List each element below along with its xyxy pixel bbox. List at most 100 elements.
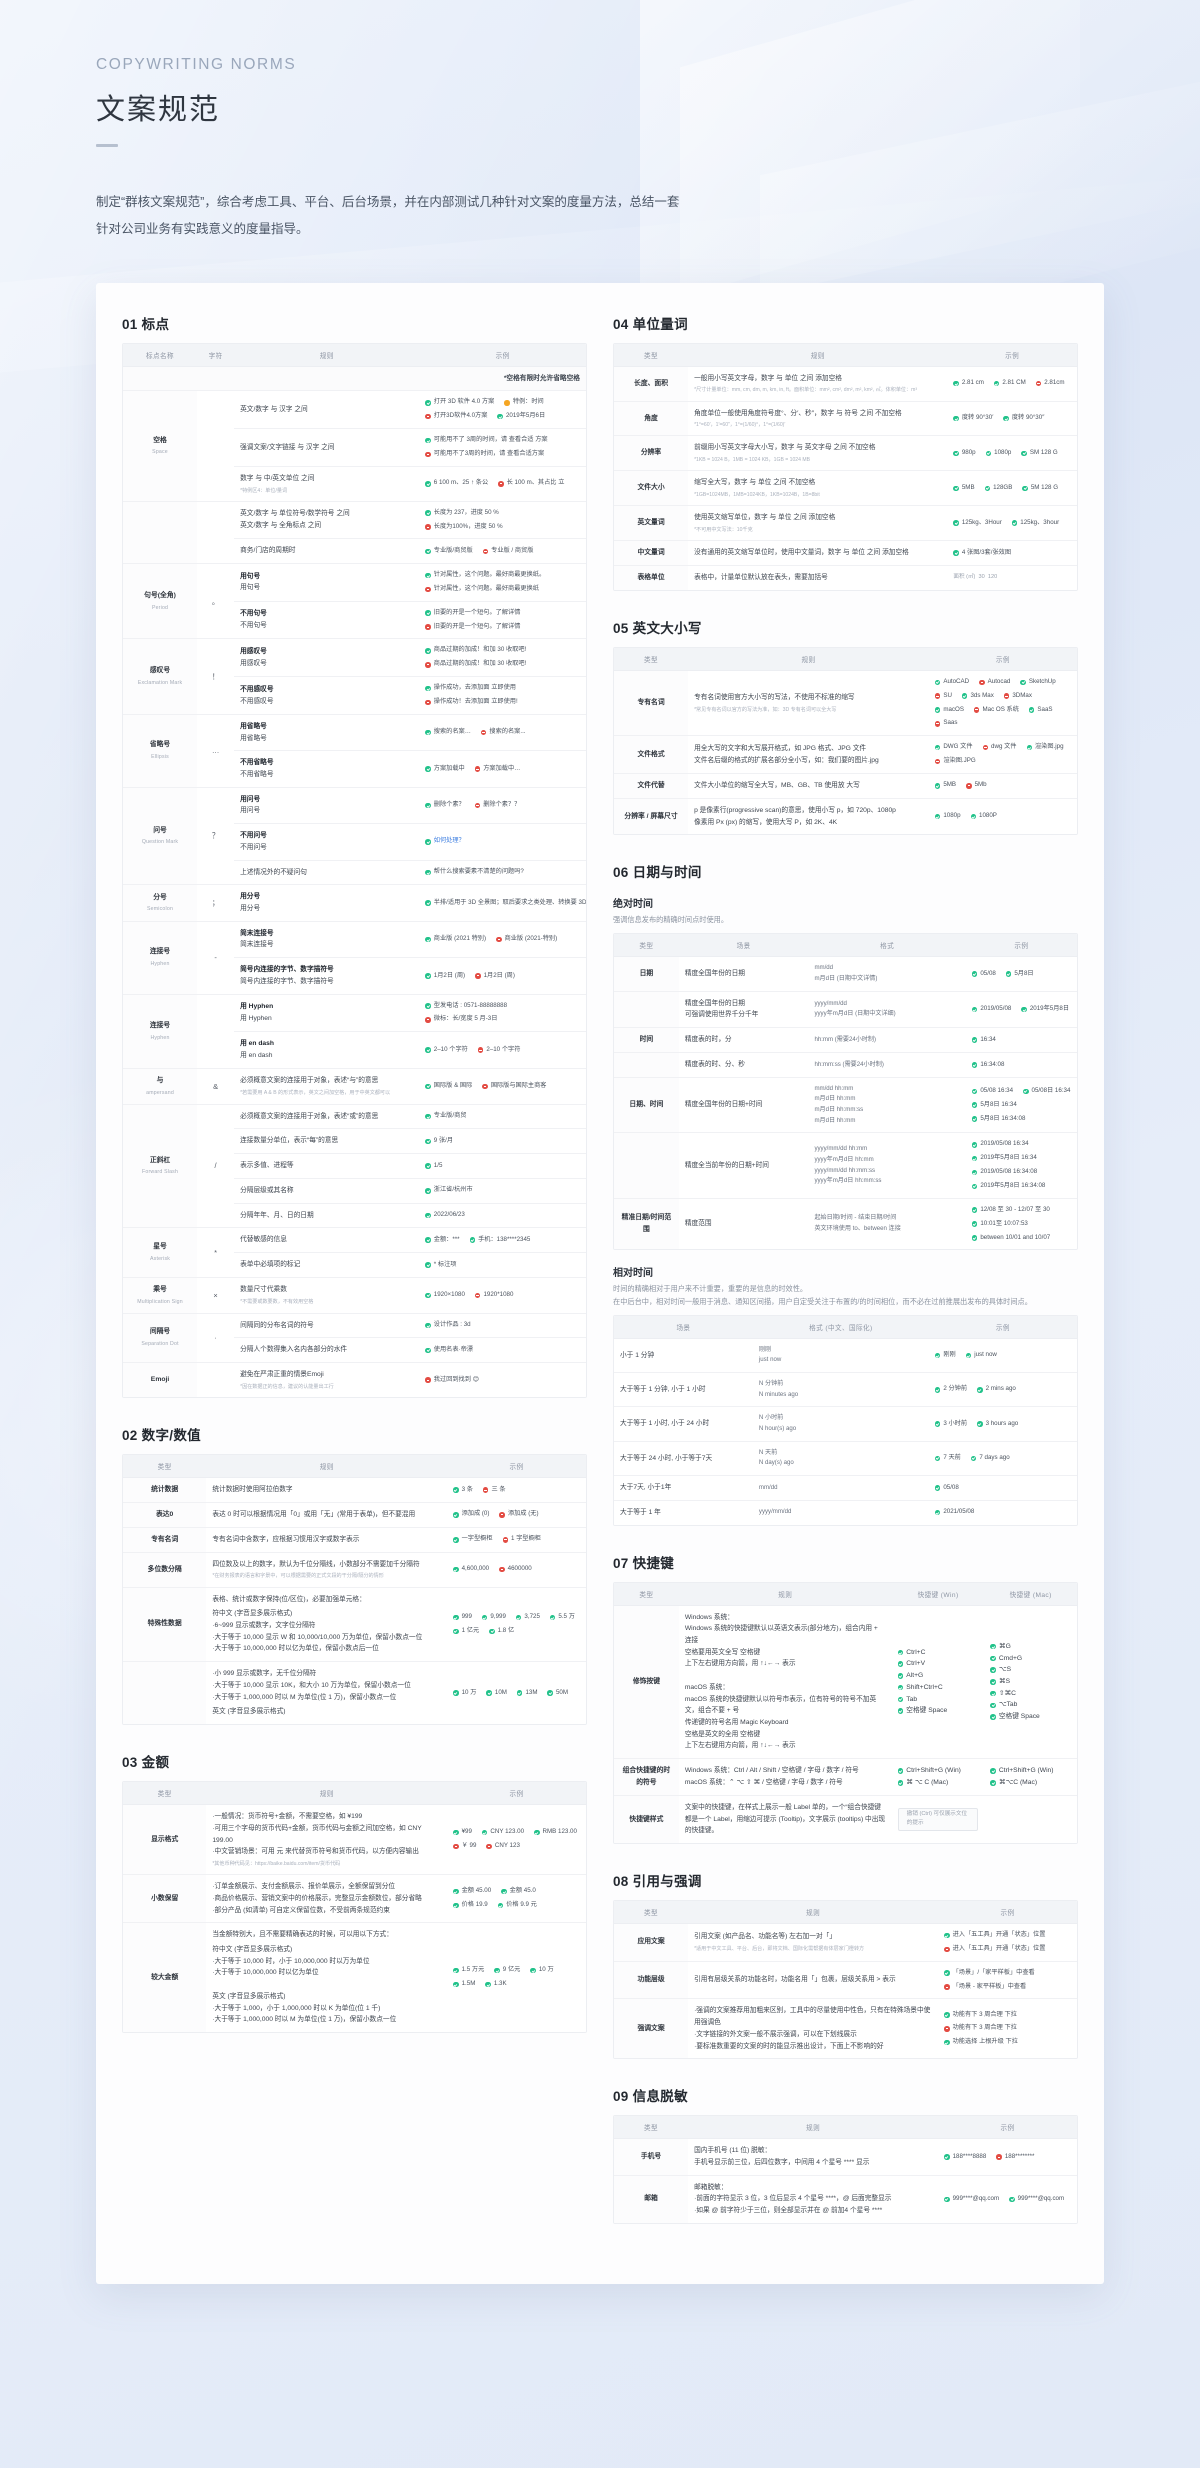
example-item: 1 亿元: [453, 1626, 479, 1637]
table-head-row: 类型 规则 示例: [614, 647, 1077, 671]
status-dot-ok: [497, 413, 503, 420]
shortcut-item: ⌘ ⌥ C (Mac): [897, 1777, 979, 1789]
example-text: CNY 123.00: [490, 1828, 525, 1836]
example-text: 国际版与国际主商客: [490, 1081, 547, 1089]
example-group: 9 张/月: [425, 1136, 580, 1147]
status-dot-ok: [953, 520, 959, 526]
rule-text: 分隔年年、月、日的日期: [240, 1211, 314, 1219]
example-text: 13M: [525, 1688, 538, 1696]
rule-text: 引用有层级关系的功能名时，功能名用「」包裹，层级关系用 > 表示: [694, 1976, 896, 1984]
status-dot-ok: [453, 1537, 459, 1543]
status-dot-ok: [971, 1155, 978, 1162]
table-row: 日期、时间 精度全国年份的日期+时间 mm/dd hh:mm m月d日 hh:mm m月…: [614, 1077, 1077, 1134]
example-text: 度转 90°30″: [1011, 414, 1045, 422]
shortcut-item: 空格键 Space: [990, 1711, 1071, 1723]
rule-note: *适用于中文工具、平台、后台，即将文档、国际化需帮据有体层家门橙转方: [694, 1946, 865, 1953]
example-item: 长度为100%，进度 50 %: [425, 522, 503, 533]
table-row: ·小 999 显示或数字，无千位分隔符 ·大于等于 10,000 显示 10K，和…: [123, 1661, 586, 1725]
column-header: 示例: [965, 934, 1077, 958]
section-title: 08 引用与强调: [613, 1874, 702, 1890]
status-dot-ok: [1026, 744, 1032, 751]
example-cell: 型发电话 : 0571-88888888 微标：长/宽度 5 月-3日: [419, 994, 586, 1033]
rule-text: 用感叹号: [240, 659, 267, 667]
example-cell: 3 小时前 3 hours ago: [928, 1406, 1077, 1442]
status-dot-ok: [897, 1661, 904, 1667]
status-dot-ok: [944, 2012, 950, 2018]
rule-text: 邮箱脱敏： ·前面的字符显示 3 位，3 位后显示 4 个星号 ****，@ 后面…: [694, 2183, 892, 2215]
column-header: 规则: [688, 2116, 939, 2140]
rule-text: 分隔人个数得集入名内各部分的水件: [240, 1346, 348, 1354]
example-text: 功能有下 3 周合理 下拉: [952, 2010, 1017, 2018]
table-row: 连接号 Hyphen - 简末连接号 简末连接号 商业版 (2021 特别) 商业版 (20…: [123, 921, 586, 995]
example-item: 金额：***: [425, 1235, 460, 1246]
example-text: 3 条: [461, 1485, 473, 1493]
example-text: 9 亿元: [502, 1966, 521, 1974]
status-dot-ok: [425, 1237, 431, 1243]
row-char: /: [197, 1104, 235, 1229]
rule-note: *不需要或数要数，不有效用空格: [240, 1299, 314, 1306]
column-header: 类型: [614, 2116, 689, 2140]
section-title: 03 金额: [122, 1755, 170, 1771]
scene-cell: 精度表的时、分、秒: [678, 1052, 809, 1078]
subsection-title: 绝对时间: [613, 899, 653, 911]
example-item: 删除个素？: [425, 800, 465, 811]
status-dot-ok: [953, 485, 959, 491]
table-head-row: 类型 场景 格式 示例: [614, 934, 1077, 958]
example-cell: 功能有下 3 周合理 下拉 功能有下 3 周合理 下拉 功能选择 上根升级 下拉: [938, 1999, 1077, 2058]
example-item: 渲染图.jpg: [1026, 742, 1064, 753]
status-dot-ok: [971, 1169, 978, 1176]
example-item: 5月8日 16:34: [971, 1100, 1017, 1111]
status-dot-ok: [469, 1237, 476, 1243]
rule-cell: ·订单金额展示、支付金额展示、报价单展示，全额保留到分位 ·商品价格展示、营销文案…: [206, 1874, 448, 1924]
status-dot-ok: [489, 1628, 495, 1635]
column-header: 示例: [938, 2116, 1077, 2140]
example-cell: 999 9,999 3,725 5.5 万 1 亿元 1.8 亿: [447, 1587, 586, 1663]
example-item: 商品过期的加成！和加 30 收取吧!: [425, 645, 526, 656]
example-item: 5月8日 16:34:08: [971, 1114, 1025, 1125]
row-label-en: Ellipsis: [151, 754, 169, 761]
example-cell: 旧要的开是一个短句。了解详情 旧要的开是一个短句。了解详情: [419, 601, 586, 640]
table-row: 精准日期/时间范围 精度范围 起始日期/时间 - 结束日期/时间 英文环境使用 to、…: [614, 1198, 1077, 1250]
status-dot-ok: [990, 1702, 996, 1708]
rule-sub-label: 不用句号: [240, 610, 267, 618]
status-dot-ok: [485, 1981, 491, 1988]
status-dot-ok: [425, 1003, 431, 1009]
column-header: 规则: [206, 1782, 448, 1806]
shortcut-item: ⌥Tab: [990, 1699, 1071, 1711]
example-group: 3 小时前 3 hours ago: [934, 1419, 1071, 1430]
status-dot-error: [502, 1537, 509, 1543]
example-item: Mac OS 系统: [973, 705, 1019, 716]
example-group: 商品过期的加成！和加 30 收取吧! 商品过期的加成！和加 30 收取吧!: [425, 645, 580, 670]
example-item: 5Mb: [966, 780, 987, 791]
row-label-en: Forward Slash: [142, 1169, 179, 1176]
example-item: 渲染图.JPG: [934, 756, 976, 767]
example-cell: 使用名表·帝漂: [419, 1337, 586, 1364]
example-item: 2019/05/08: [971, 1004, 1011, 1015]
rule-cell: 用分号 用分号: [234, 884, 420, 922]
status-dot-ok: [990, 1667, 996, 1673]
table-row: 问号 Question Mark？用问号 用问号 删除个素？ 删除个素？？: [123, 787, 586, 886]
table-body: 统计数据 统计数据时使用阿拉伯数字 3 条 三 条表达0 表达 0 时可以根据情况用「0…: [123, 1477, 586, 1725]
status-dot-ok: [990, 1679, 996, 1685]
column-header: 示例: [419, 343, 586, 367]
example-item: 1080P: [970, 811, 997, 822]
status-dot-ok: [971, 1183, 978, 1190]
rule-cell: 用问号 用问号: [234, 787, 420, 825]
table-row: 特殊性数据 表格、统计或数字保持(位/区位)，必要加强单元格： 符中文 (字音显多展…: [123, 1587, 586, 1663]
example-text: CNY 123: [494, 1842, 520, 1850]
status-dot-ok: [481, 1614, 488, 1621]
example-item: SU: [934, 691, 952, 702]
status-dot-ok: [944, 2154, 950, 2160]
rule-note: *尺寸计量单位：mm, cm, dm, m, km, in, ft。面积单位：m…: [694, 387, 918, 394]
status-dot-error: [934, 693, 941, 699]
row-type: 功能层级: [614, 1961, 689, 2000]
status-dot-ok: [494, 1967, 500, 1974]
rule-sub-label: 用问号: [240, 795, 261, 803]
table-row: 强调文案 ·强调的文案推荐用加粗来区别，工具中的尽量使用中性色，只有在特殊场景中使…: [614, 1998, 1077, 2059]
status-dot-ok: [453, 1614, 459, 1621]
example-text: 16:34: [980, 1035, 996, 1043]
table-row: 快捷键样式 文案中的快捷键，在样式上展示一般 Label 单的，一个“组合快捷键都…: [614, 1795, 1077, 1844]
table-body: 显示格式 ·一般情况：货币符号+金额，不需要空格，如 ¥199 ·可用三个字母的货币…: [123, 1804, 586, 2032]
table-row: 应用文案 引用文案 (如产品名、功能名等) 左右加一对「」 *适用于中文工具、平台、…: [614, 1923, 1077, 1962]
example-item: 微标：长/宽度 5 月-3日: [425, 1014, 497, 1025]
